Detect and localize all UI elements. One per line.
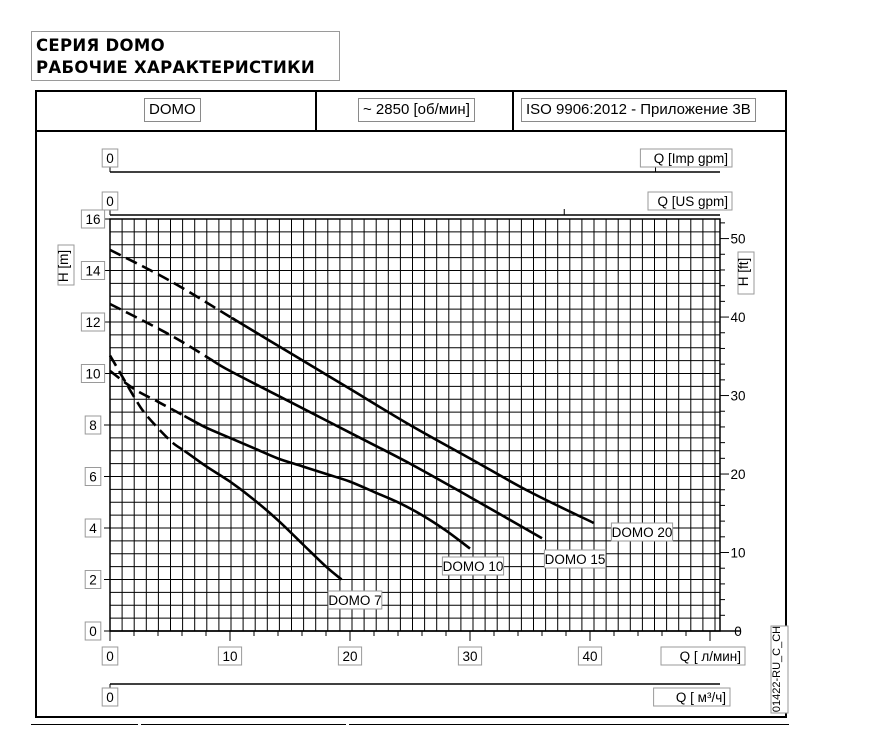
x-axis-label: Q [ л/мин] (680, 649, 741, 664)
y-tick-label-box (84, 570, 102, 589)
series-label-domo-20-box (610, 522, 674, 542)
x-tick-label-box (101, 646, 119, 666)
x-tick-label-box (577, 646, 603, 666)
y2-tick-label: 20 (730, 467, 745, 482)
curve-domo-7 (183, 449, 343, 581)
series-label-domo-10-box (441, 556, 505, 576)
extra-axis-tick-label-box (101, 148, 119, 168)
curve-domo-15 (210, 358, 543, 540)
extra-axis-label-box (647, 191, 733, 211)
y-tick-label: 4 (89, 521, 97, 536)
extra-axis-tick-label-box (101, 687, 119, 707)
y-tick-label: 14 (85, 264, 101, 279)
header-divider (315, 92, 317, 130)
series-title: СЕРИЯ DOMO (36, 36, 165, 55)
extra-axis-label-box (653, 687, 731, 707)
series-label: DOMO (144, 98, 201, 122)
x-tick-label: 0 (106, 649, 114, 664)
extra-axis-label: Q [Imp gpm] (654, 151, 728, 166)
curve-domo-10-dashed (109, 369, 187, 418)
drawing-code-box (770, 625, 789, 714)
y-tick-label: 2 (89, 573, 97, 588)
y-tick-label-box (84, 467, 102, 486)
standard-label: ISO 9906:2012 - Приложение 3B (521, 98, 756, 122)
speed-label: ~ 2850 [об/мин] (358, 98, 475, 122)
y2-tick-label: 10 (730, 546, 745, 561)
extra-axis-label: Q [US gpm] (657, 194, 728, 209)
y2-axis-label-box (737, 251, 755, 295)
chart-frame: DOMO ~ 2850 [об/мин] ISO 9906:2012 - При… (35, 90, 787, 718)
series-label-domo-15: DOMO 15 (545, 552, 606, 567)
extra-axis-label: Q [ м³/ч] (676, 690, 726, 705)
series-label-domo-15-box (543, 549, 607, 569)
curve-domo-20-dashed (109, 248, 237, 322)
y-tick-label: 12 (85, 315, 100, 330)
y2-axis-label: H [ft] (736, 258, 751, 287)
x-tick-label: 10 (222, 649, 237, 664)
header-divider (512, 92, 514, 130)
curve-domo-10 (183, 414, 471, 550)
y-axis-label-box (57, 244, 75, 286)
y-tick-label-box (84, 415, 102, 435)
extra-axis-tick-label: 0 (106, 690, 114, 705)
extra-axis-tick-label-box (101, 191, 119, 211)
bottom-rule (31, 724, 791, 728)
y-tick-label-box (84, 518, 102, 538)
y-tick-label: 16 (85, 212, 100, 227)
chart-title-box: СЕРИЯ DOMO РАБОЧИЕ ХАРАКТЕРИСТИКИ (31, 31, 340, 81)
series-label-domo-7-box (327, 590, 383, 610)
series-label-domo-20: DOMO 20 (612, 525, 673, 540)
x-tick-label-box (337, 646, 363, 666)
y-axis-label: H [m] (56, 250, 71, 282)
y2-tick-label: 30 (730, 389, 745, 404)
y-tick-label-box (84, 621, 102, 641)
extra-axis-tick-label: 0 (106, 194, 114, 209)
curve-domo-15-dashed (109, 302, 212, 361)
curve-domo-7-dashed (108, 354, 186, 452)
x-tick-label-box (217, 646, 243, 666)
y-tick-label: 10 (85, 367, 100, 382)
y-tick-label: 6 (89, 470, 97, 485)
extra-axis-label-box (639, 148, 733, 168)
y2-tick-label: 50 (730, 232, 745, 247)
y-tick-label-box (80, 312, 106, 332)
x-tick-label-box (457, 646, 483, 666)
y-tick-label-box (80, 364, 106, 383)
series-label-domo-10: DOMO 10 (443, 559, 504, 574)
y-tick-label: 8 (89, 418, 97, 433)
y-tick-label: 0 (89, 624, 97, 639)
series-label-domo-7: DOMO 7 (328, 593, 381, 608)
curve-domo-20 (231, 317, 595, 525)
x-tick-label: 20 (342, 649, 357, 664)
y-tick-label-box (80, 261, 106, 280)
x-axis-label-box (660, 646, 746, 666)
extra-axis-tick-label: 0 (106, 151, 114, 166)
x-tick-label: 30 (462, 649, 477, 664)
y2-tick-label: 40 (730, 310, 745, 325)
drawing-code: 01422-RU_C_CH (771, 626, 783, 712)
x-tick-label: 40 (582, 649, 597, 664)
chart-subtitle: РАБОЧИЕ ХАРАКТЕРИСТИКИ (36, 58, 315, 77)
y-tick-label-box (80, 209, 106, 229)
header-row: DOMO ~ 2850 [об/мин] ISO 9906:2012 - При… (37, 92, 785, 132)
